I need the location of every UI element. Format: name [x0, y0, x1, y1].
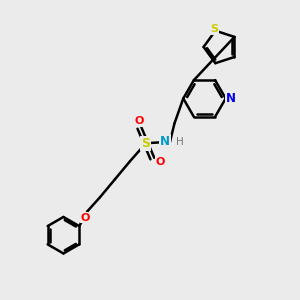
Text: S: S	[210, 24, 218, 34]
Text: N: N	[226, 92, 236, 105]
Text: S: S	[141, 137, 150, 150]
Text: H: H	[176, 137, 184, 147]
Text: O: O	[80, 212, 90, 223]
Text: O: O	[156, 157, 165, 167]
Text: N: N	[160, 135, 170, 148]
Text: O: O	[135, 116, 144, 126]
